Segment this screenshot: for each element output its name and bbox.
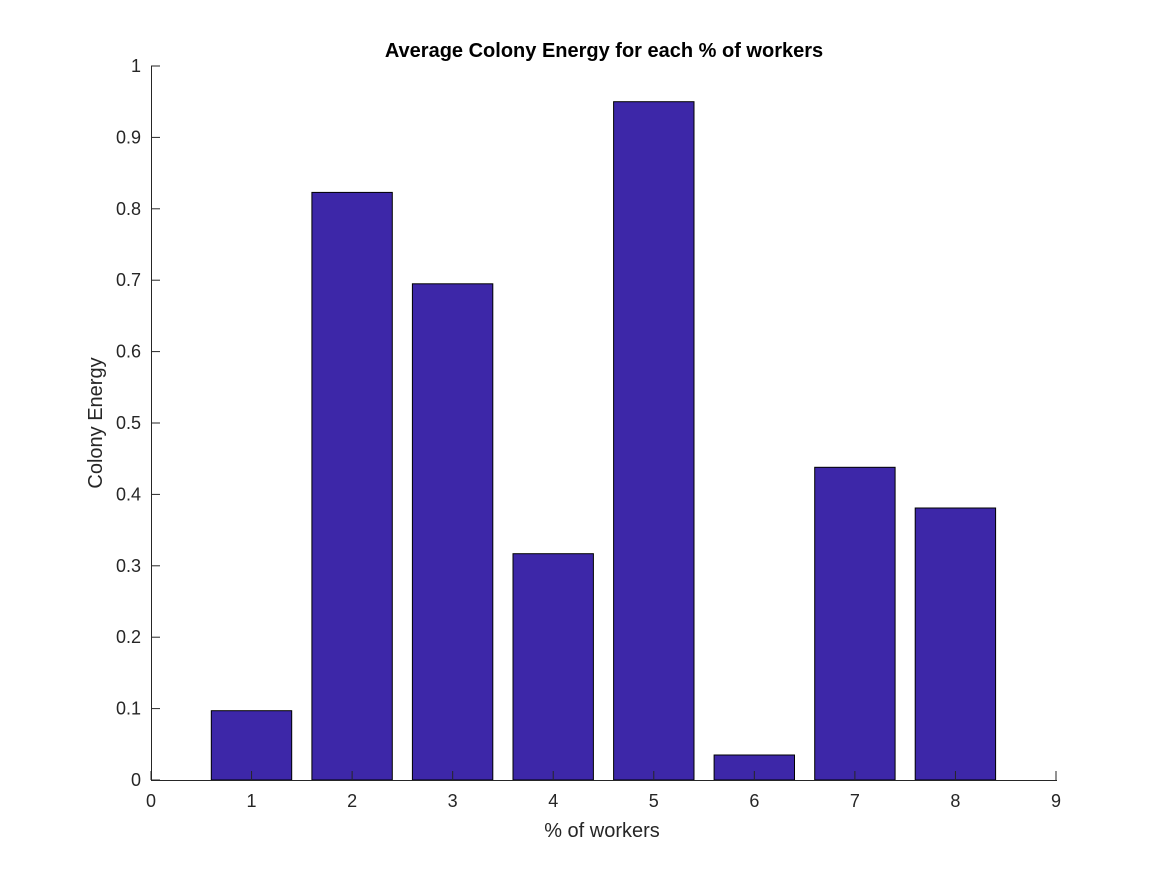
x-axis-label: % of workers [544,820,660,842]
y-tick-label: 0.1 [116,699,141,719]
y-tick-label: 1 [131,56,141,76]
x-tick-label: 7 [850,791,860,811]
x-tick-label: 0 [146,791,156,811]
x-tick-label: 4 [548,791,558,811]
y-tick-label: 0.7 [116,270,141,290]
y-tick-label: 0.8 [116,199,141,219]
bar-7 [814,466,896,781]
x-tick-label: 2 [347,791,357,811]
y-tick-label: 0.9 [116,127,141,147]
bars-group [210,101,997,781]
x-tick-label: 6 [749,791,759,811]
bar-4 [512,553,594,781]
y-axis-label: Colony Energy [85,357,107,488]
bar-8 [914,507,997,781]
x-tick-label: 8 [950,791,960,811]
bar-1 [210,710,293,781]
y-tick-label: 0.5 [116,413,141,433]
chart-title: Average Colony Energy for each % of work… [385,40,823,62]
x-tick-label: 1 [247,791,257,811]
y-ticks-group: 0 0.1 0.2 0.3 0.4 0.5 0.6 0.7 0.8 0.9 1 [116,56,160,790]
x-tick-label: 3 [448,791,458,811]
bar-3 [411,283,494,781]
y-tick-label: 0 [131,770,141,790]
x-tick-label: 5 [649,791,659,811]
y-tick-label: 0.3 [116,556,141,576]
x-tick-label: 9 [1051,791,1061,811]
bar-2 [311,191,393,781]
y-tick-label: 0.2 [116,627,141,647]
y-tick-label: 0.4 [116,484,141,504]
y-tick-label: 0.6 [116,342,141,362]
x-ticks-group: 0 1 2 3 4 5 6 7 8 9 [146,771,1061,811]
bar-5 [613,101,695,781]
